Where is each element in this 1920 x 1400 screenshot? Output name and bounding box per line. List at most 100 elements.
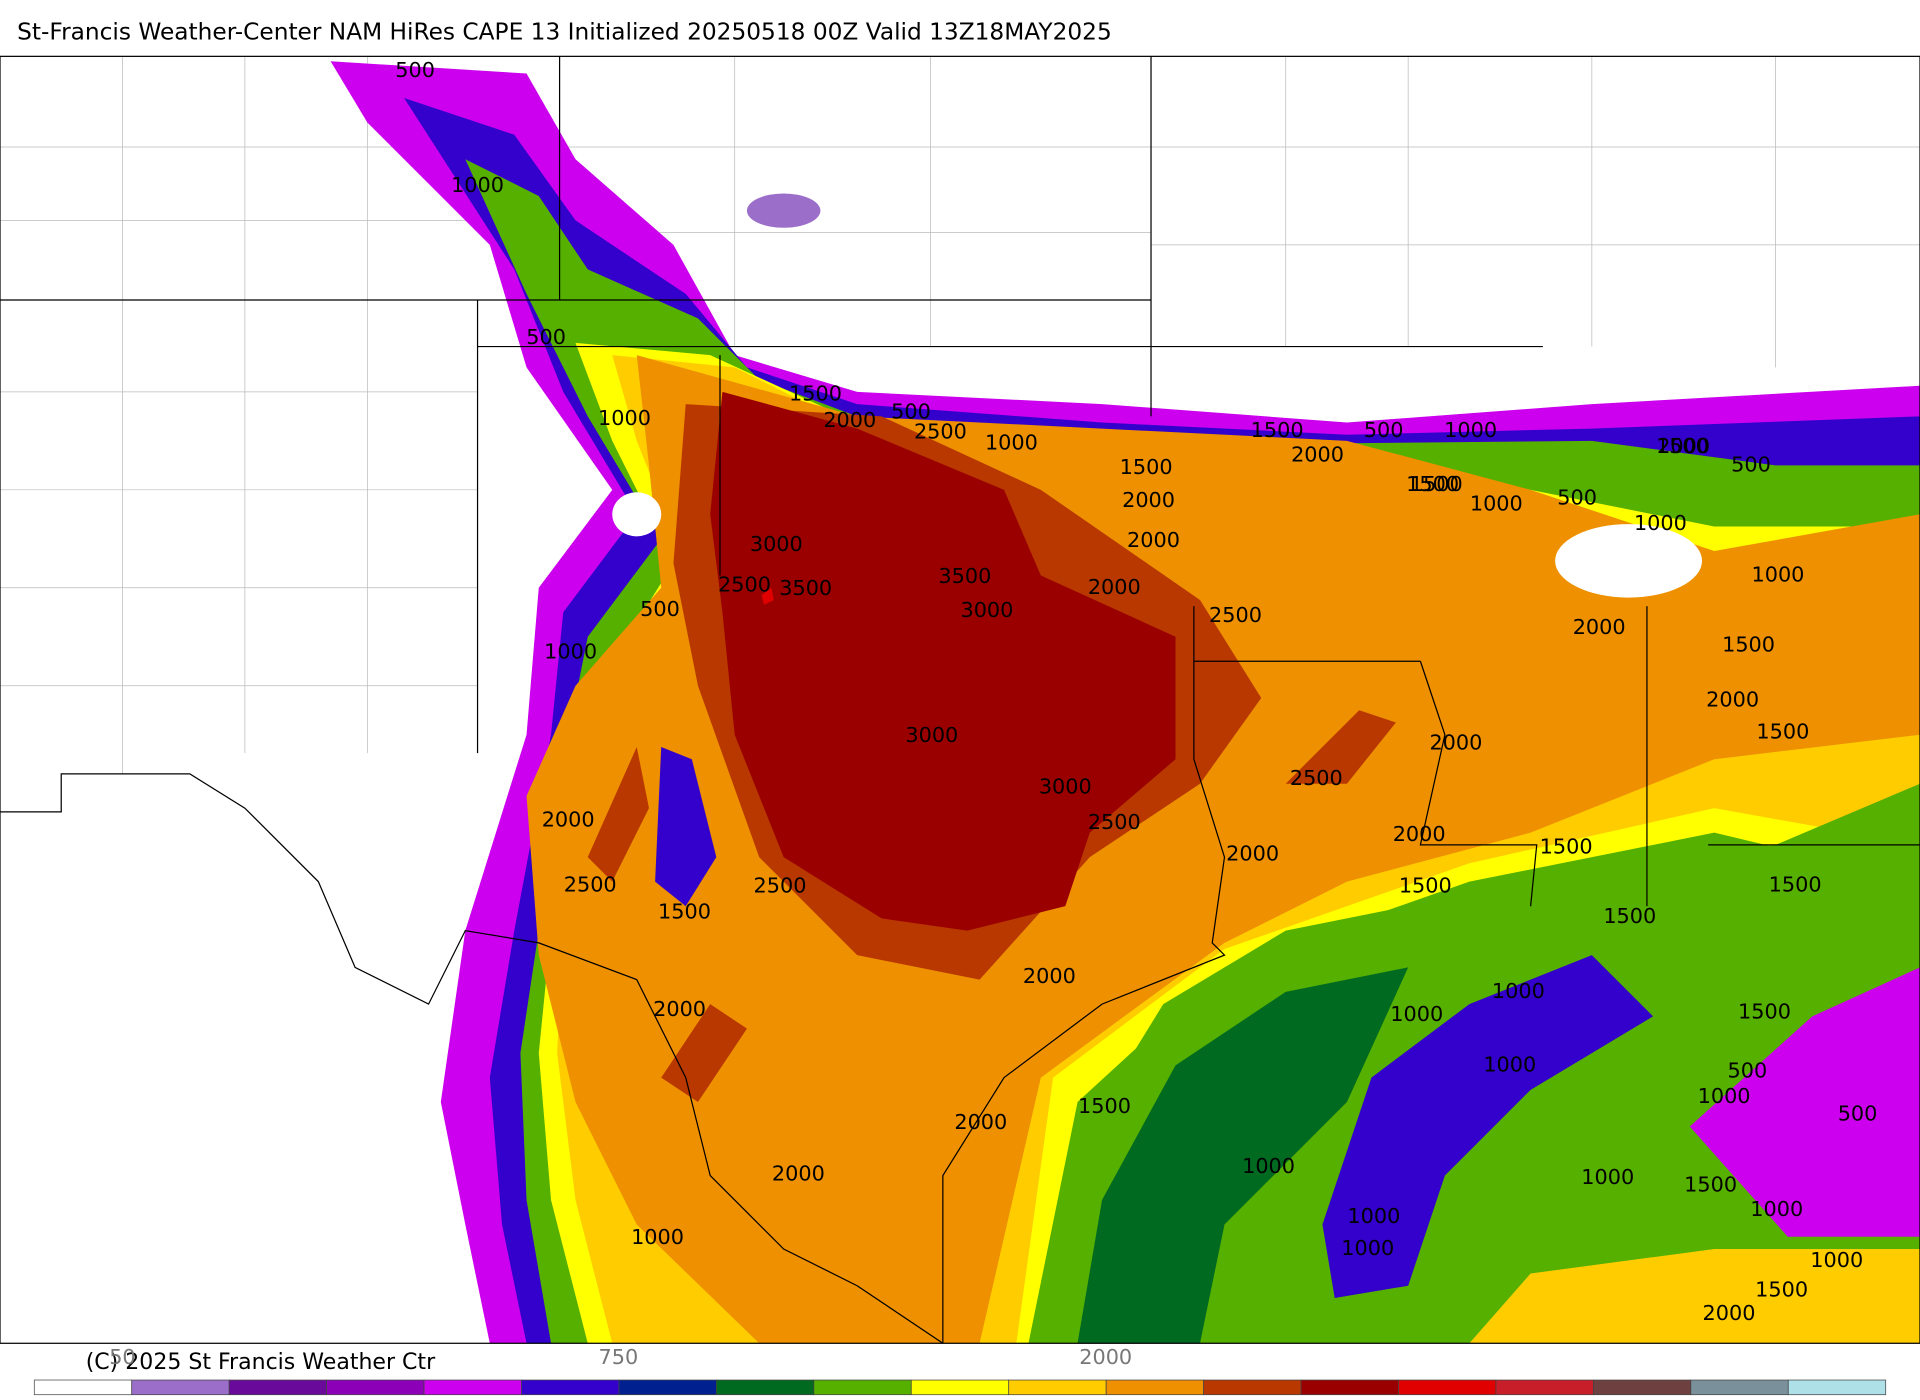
contour-label: 2500 [564,872,617,896]
contour-label: 1500 [658,899,711,923]
contour-label: 1500 [1769,872,1822,896]
cape-light-purple [746,193,821,228]
contour-label: 2500 [754,874,807,898]
colorbar-swatch [813,1379,912,1396]
colorbar-label: 50 [109,1345,135,1369]
contour-label: 2500 [1088,810,1141,834]
contour-label: 1000 [1390,1002,1443,1026]
map-title: St-Francis Weather-Center NAM HiRes CAPE… [17,19,1112,46]
contour-label: 2000 [1088,575,1141,599]
contour-label: 1000 [985,430,1038,454]
clear-area [1555,524,1703,598]
colorbar-swatch [1300,1379,1399,1396]
contour-label: 2000 [1573,615,1626,639]
colorbar-swatch [1105,1379,1204,1396]
colorbar-swatch [326,1379,425,1396]
contour-label: 1500 [1722,632,1775,656]
contour-label: 1000 [1347,1204,1400,1228]
contour-label: 1500 [1755,1278,1808,1302]
contour-label: 1000 [1581,1165,1634,1189]
contour-label: 3500 [938,564,991,588]
colorbar-swatch [1690,1379,1789,1396]
contour-label: 1500 [1656,434,1709,458]
contour-label: 1000 [631,1225,684,1249]
colorbar-swatch [716,1379,815,1396]
contour-label: 1500 [1120,455,1173,479]
cape-dark-red [710,391,1176,931]
contour-label: 2500 [1209,603,1262,627]
contour-label: 500 [395,58,435,82]
contour-label: 500 [1731,452,1771,476]
contour-label: 2000 [1429,730,1482,754]
contour-label: 1500 [1738,1000,1791,1024]
contour-label: 1000 [1242,1154,1295,1178]
contour-label: 2000 [823,408,876,432]
colorbar-swatch [1593,1379,1692,1396]
contour-label: 3000 [905,723,958,747]
county-lines [0,56,1920,774]
contour-label: 3500 [779,576,832,600]
contour-label: 2500 [914,419,967,443]
colorbar-swatch [1398,1379,1497,1396]
contour-label: 1500 [1684,1172,1737,1196]
contour-label: 500 [891,400,931,424]
contour-label: 500 [1557,485,1597,509]
cape-purple-south [1689,967,1920,1237]
colorbar-swatch [33,1379,133,1396]
colorbar-swatch [1008,1379,1107,1396]
cape-dark-green [1077,967,1409,1344]
contour-label: 2000 [1393,822,1446,846]
contour-label: 3000 [960,598,1013,622]
contour-label: 1000 [1698,1084,1751,1108]
colorbar-label: 750 [599,1345,639,1369]
contour-label: 1000 [1634,511,1687,535]
contour-label: 1500 [1603,904,1656,928]
contour-label: 2000 [954,1110,1007,1134]
contour-label: 1500 [1078,1094,1131,1118]
contour-label: 3000 [1039,774,1092,798]
contour-label: 1000 [1341,1236,1394,1260]
colorbar-swatch [618,1379,717,1396]
colorbar-swatch [1787,1379,1887,1396]
contour-label: 500 [1727,1058,1767,1082]
contour-label: 1500 [789,381,842,405]
colorbar-swatch [423,1379,522,1396]
contour-label: 2500 [718,572,771,596]
contour-label: 2500 [1290,766,1343,790]
colorbar-swatch [228,1379,327,1396]
contour-label: 500 [640,597,680,621]
contour-label: 2000 [1703,1301,1756,1325]
contour-label: 2000 [1023,964,1076,988]
contour-label: 1000 [1483,1052,1536,1076]
contour-label: 1000 [1470,492,1523,516]
contour-label: 500 [1364,418,1404,442]
contour-label: 2000 [1706,687,1759,711]
contour-label: 1000 [544,640,597,664]
contour-label: 1500 [1399,874,1452,898]
contour-label: 500 [526,325,566,349]
contour-label: 2000 [1291,443,1344,467]
contour-label: 1000 [1751,563,1804,587]
colorbar-swatch [521,1379,620,1396]
colorbar-swatch [1203,1379,1302,1396]
contour-label: 2000 [1226,842,1279,866]
contour-label: 1000 [451,173,504,197]
contour-label: 1500 [1540,834,1593,858]
colorbar: (C) 2025 St Francis Weather Ctr 50 750 200… [33,1345,1887,1396]
contour-label: 1500 [1251,418,1304,442]
contour-label: 1000 [1750,1197,1803,1221]
contour-label: 1000 [1444,418,1497,442]
colorbar-swatch [1495,1379,1594,1396]
colorbar-label: 2000 [1079,1345,1132,1369]
contour-label: 2000 [1127,528,1180,552]
contour-label: 2000 [1122,488,1175,512]
colorbar-swatch [910,1379,1010,1396]
cape-blue-south [1322,955,1654,1298]
contour-label: 1500 [1410,472,1463,496]
contour-label: 500 [1838,1101,1878,1125]
state-borders [0,56,1920,1344]
